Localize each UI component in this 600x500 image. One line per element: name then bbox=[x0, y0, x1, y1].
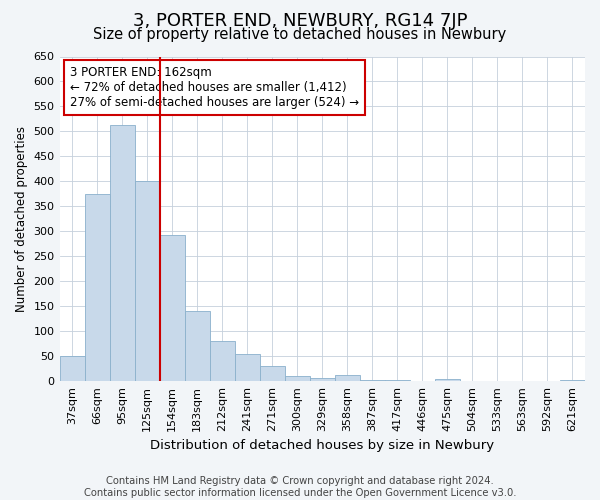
Bar bbox=[310, 378, 335, 382]
Text: 3, PORTER END, NEWBURY, RG14 7JP: 3, PORTER END, NEWBURY, RG14 7JP bbox=[133, 12, 467, 30]
Bar bbox=[360, 380, 385, 382]
Y-axis label: Number of detached properties: Number of detached properties bbox=[15, 126, 28, 312]
Bar bbox=[560, 380, 585, 382]
Bar bbox=[185, 312, 209, 382]
Bar bbox=[110, 125, 134, 382]
Bar bbox=[160, 235, 185, 382]
Text: Size of property relative to detached houses in Newbury: Size of property relative to detached ho… bbox=[94, 28, 506, 42]
X-axis label: Distribution of detached houses by size in Newbury: Distribution of detached houses by size … bbox=[150, 440, 494, 452]
Bar bbox=[335, 376, 360, 382]
Bar bbox=[435, 379, 460, 382]
Bar bbox=[260, 366, 285, 382]
Bar bbox=[59, 356, 85, 382]
Bar bbox=[209, 342, 235, 382]
Bar bbox=[134, 182, 160, 382]
Bar bbox=[285, 376, 310, 382]
Text: 3 PORTER END: 162sqm
← 72% of detached houses are smaller (1,412)
27% of semi-de: 3 PORTER END: 162sqm ← 72% of detached h… bbox=[70, 66, 359, 109]
Bar bbox=[235, 354, 260, 382]
Bar bbox=[85, 194, 110, 382]
Bar bbox=[385, 380, 410, 382]
Text: Contains HM Land Registry data © Crown copyright and database right 2024.
Contai: Contains HM Land Registry data © Crown c… bbox=[84, 476, 516, 498]
